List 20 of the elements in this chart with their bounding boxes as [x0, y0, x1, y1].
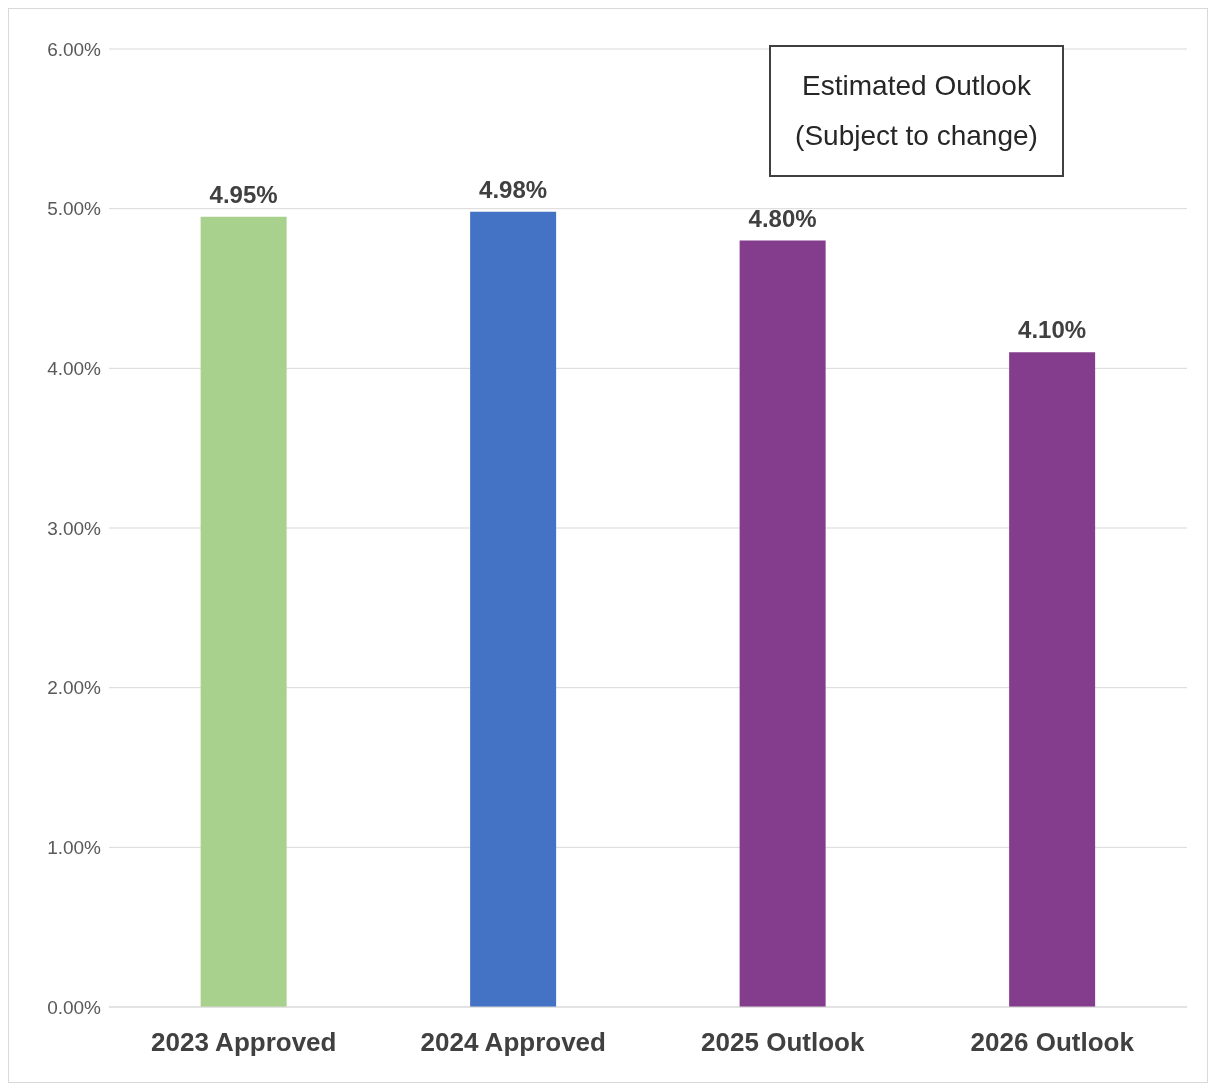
y-tick-label: 0.00% — [47, 996, 102, 1018]
bar — [1009, 352, 1096, 1007]
data-label: 4.10% — [1018, 316, 1087, 344]
bar — [739, 240, 826, 1007]
data-label: 4.95% — [209, 180, 278, 208]
x-tick-label: 2024 Approved — [420, 1027, 606, 1058]
y-tick-label: 4.00% — [47, 358, 102, 380]
data-label: 4.98% — [479, 175, 548, 203]
y-tick-label: 1.00% — [47, 837, 102, 859]
x-tick-label: 2026 Outlook — [970, 1027, 1135, 1058]
bar — [200, 216, 287, 1007]
data-label: 4.80% — [748, 204, 817, 232]
x-tick-label: 2025 Outlook — [701, 1027, 865, 1058]
y-tick-label: 6.00% — [47, 38, 102, 60]
y-tick-label: 3.00% — [47, 517, 102, 539]
y-tick-label: 5.00% — [47, 198, 102, 220]
x-tick-label: 2023 Approved — [151, 1027, 337, 1058]
bar — [470, 211, 557, 1007]
y-tick-label: 2.00% — [47, 677, 102, 699]
text-box: Estimated Outlook (Subject to change) — [769, 45, 1064, 177]
